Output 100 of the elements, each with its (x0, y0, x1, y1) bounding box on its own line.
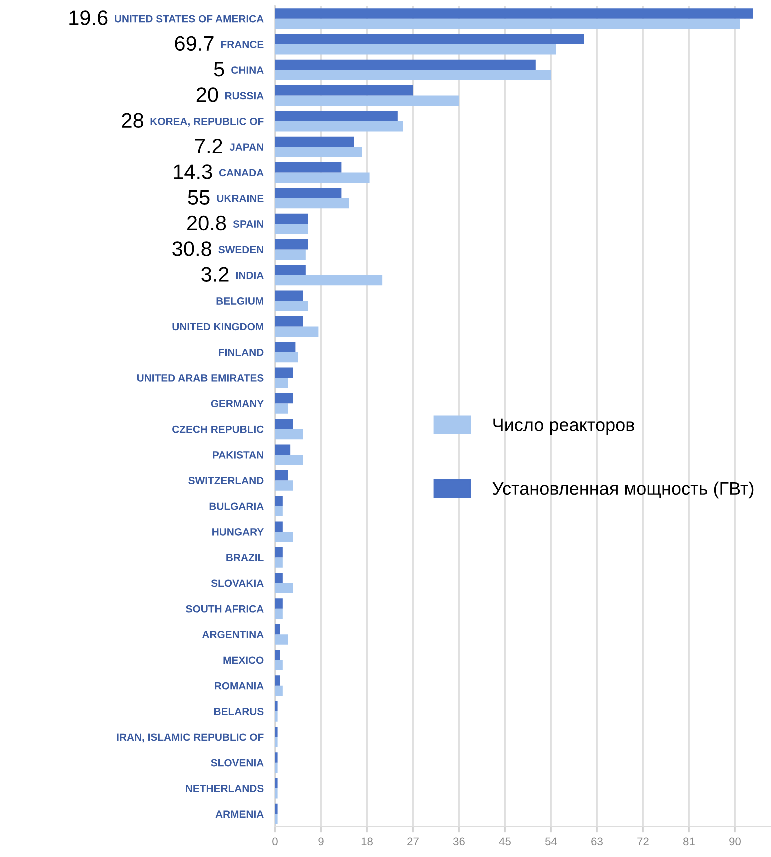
y-tick-label: RUSSIA (225, 92, 264, 100)
bar (275, 762, 278, 774)
bar (275, 778, 278, 789)
y-tick-label: SWEDEN (218, 246, 264, 254)
bar (275, 522, 283, 532)
bar (275, 583, 294, 594)
bar (275, 352, 298, 363)
bar (275, 378, 288, 388)
bar (275, 86, 414, 96)
bar (275, 96, 460, 106)
bar (275, 121, 404, 132)
y-tick-label: UNITED KINGDOM (172, 323, 264, 331)
y-tick-label: UNITED STATES OF AMERICA (115, 15, 264, 23)
y-tick-label: CHINA (232, 66, 264, 74)
text: 7.2 (195, 138, 222, 154)
bar (275, 136, 354, 148)
bar (275, 624, 280, 635)
y-tick-label: PAKISTAN (213, 451, 264, 459)
bar (275, 573, 283, 584)
bar (275, 634, 288, 645)
text: 20.8 (188, 216, 226, 231)
bar (275, 368, 294, 378)
x-tick-label: 90 (730, 838, 741, 846)
y-tick-label: ARGENTINA (202, 631, 264, 638)
bar (275, 712, 278, 722)
y-tick-label: BULGARIA (210, 502, 264, 510)
bar (275, 650, 280, 660)
bar (275, 701, 278, 712)
y-tick-label: HUNGARY (212, 528, 264, 536)
text: 30.8 (172, 242, 212, 256)
y-tick-label: BELARUS (214, 708, 264, 716)
y-tick-label: UNITED ARAB EMIRATES (137, 374, 264, 382)
bar (275, 676, 280, 686)
y-tick-label: KOREA, REPUBLIC OF (150, 118, 264, 127)
y-tick-label: SPAIN (233, 220, 264, 228)
bar (275, 429, 304, 440)
bar (275, 326, 319, 337)
bar (275, 188, 342, 198)
legend-label: Установленная мощность (ГВт) (492, 482, 754, 499)
x-tick-label: 9 (318, 838, 324, 846)
x-tick-label: 45 (499, 838, 511, 846)
x-tick-label: 54 (546, 838, 558, 846)
bar (275, 393, 294, 404)
bar (275, 301, 308, 312)
y-tick-label: BELGIUM (216, 298, 264, 305)
y-tick-label: INDIA (236, 272, 264, 280)
text: 14.3 (174, 164, 212, 180)
bar (275, 111, 398, 122)
bar (275, 726, 278, 738)
bar (275, 608, 283, 620)
text: 19.6 (70, 10, 108, 26)
bar (275, 506, 283, 517)
y-tick-label: GERMANY (211, 400, 264, 408)
text: 69.7 (175, 36, 214, 52)
text: 55 (188, 190, 210, 206)
bar (275, 172, 370, 184)
text: 28 (122, 113, 144, 128)
legend-label: Число реакторов (494, 418, 634, 435)
bar (275, 342, 296, 352)
bar (275, 419, 294, 430)
y-tick-label: SWITZERLAND (188, 477, 264, 485)
bar (275, 788, 278, 799)
bar (275, 8, 754, 19)
y-tick-label: SLOVAKIA (211, 580, 264, 588)
y-tick-label: SOUTH AFRICA (186, 605, 264, 613)
bar (275, 275, 383, 286)
bar (275, 34, 584, 44)
x-tick-label: 18 (362, 838, 373, 846)
bar (275, 404, 288, 414)
y-tick-label: IRAN, ISLAMIC REPUBLIC OF (117, 734, 264, 743)
bar (275, 224, 308, 234)
y-tick-label: ROMANIA (215, 682, 264, 690)
y-tick-label: FINLAND (219, 348, 264, 356)
bar (275, 198, 350, 209)
bar (275, 470, 288, 481)
x-tick-label: 0 (272, 838, 278, 846)
bar (275, 44, 556, 55)
bar (275, 532, 294, 542)
text: 3.2 (202, 267, 229, 282)
bar (275, 804, 278, 814)
bar (275, 686, 283, 696)
bar (275, 162, 342, 173)
y-tick-label: FRANCE (221, 40, 264, 48)
bar (275, 60, 536, 70)
bar (275, 547, 283, 558)
bar (275, 70, 552, 80)
bar (275, 239, 308, 250)
bar (275, 480, 294, 491)
y-tick-label: CANADA (219, 169, 264, 177)
x-tick-label: 63 (592, 838, 603, 846)
x-tick-label: 72 (638, 838, 649, 846)
y-tick-label: CZECH REPUBLIC (172, 426, 264, 434)
bar (275, 496, 283, 506)
bar (275, 660, 283, 670)
bar (275, 752, 278, 763)
x-tick-label: 27 (408, 838, 419, 846)
y-tick-label: UKRAINE (217, 195, 264, 202)
bar (275, 558, 283, 568)
bar (275, 18, 740, 30)
text: 20 (196, 88, 218, 102)
